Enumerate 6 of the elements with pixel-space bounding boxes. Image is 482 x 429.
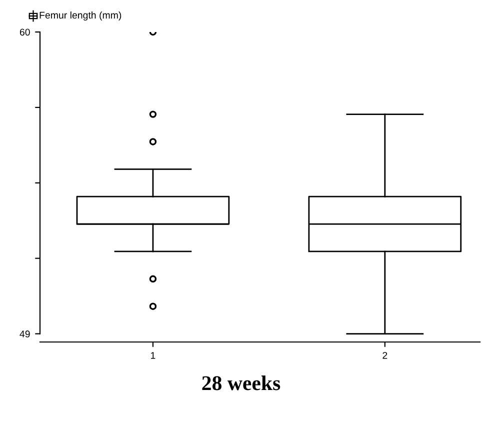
x-tick-label: 1 (150, 352, 156, 359)
x-tick-label: 2 (382, 352, 388, 359)
y-tick-label: 49 (20, 330, 30, 338)
text: 28 weeks (202, 376, 280, 390)
y-axis-title: Femur length (mm) (40, 11, 122, 21)
y-tick-label: 60 (20, 28, 30, 36)
